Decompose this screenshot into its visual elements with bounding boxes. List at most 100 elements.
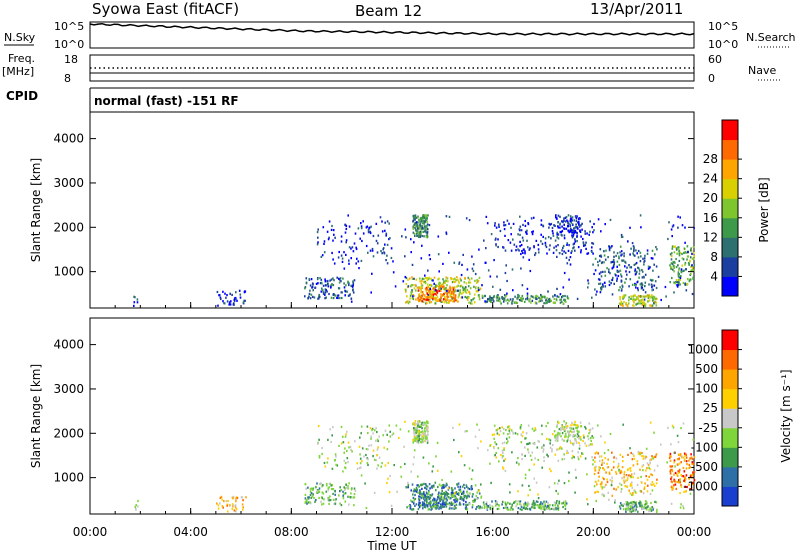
range-cell [561,427,564,430]
range-cell [446,291,449,294]
range-cell [528,468,531,471]
range-cell [562,502,564,505]
range-cell [610,468,613,472]
range-cell [684,485,686,488]
range-cell [420,286,423,289]
range-cell [566,262,569,265]
range-cell [503,428,505,431]
range-cell [616,270,619,273]
range-cell [467,285,470,288]
range-cell [494,224,496,227]
range-cell [506,442,508,445]
range-cell [307,297,309,300]
range-cell [587,438,590,441]
colorbar-segment [722,349,738,370]
range-cell [422,496,425,499]
range-cell [236,299,238,302]
range-cell [629,226,631,229]
range-cell [608,280,611,283]
range-cell [448,497,451,500]
range-cell [418,485,420,488]
range-cell [413,501,415,504]
range-cell [417,289,420,292]
range-cell [634,501,637,505]
range-cell [350,488,353,491]
colorbar-segment [722,256,738,277]
range-cell [436,441,439,444]
range-cell [528,299,531,302]
range-cell [501,503,503,506]
range-cell [328,499,330,502]
range-cell [557,492,559,495]
range-cell [527,424,530,427]
range-cell [424,506,427,509]
range-cell [691,252,693,255]
range-cell [567,249,570,252]
range-cell [459,503,462,506]
range-cell [567,451,570,454]
range-cell [414,437,416,440]
range-cell [332,277,334,280]
range-cell [324,278,326,281]
range-cell [504,469,507,473]
range-cell [671,424,674,427]
range-cell [226,504,228,507]
range-cell [617,486,619,489]
range-cell [608,249,611,252]
range-cell [338,287,341,290]
range-cell [435,291,438,294]
range-cell [341,291,343,294]
range-cell [411,276,413,279]
range-cell [506,279,508,283]
range-cell [564,429,567,432]
range-cell [532,501,534,504]
range-cell [573,227,575,230]
range-cell [620,275,623,278]
range-cell [478,248,480,251]
range-cell [415,278,418,281]
range-cell [478,489,480,492]
range-cell [319,277,321,280]
range-cell [632,452,634,456]
colorbar-segment [722,178,738,199]
range-cell [557,431,559,434]
range-cell [241,503,244,506]
range-cell [423,227,425,230]
range-cell [428,491,430,494]
range-cell [458,451,460,454]
range-cell [481,284,483,287]
range-cell [636,270,638,273]
range-cell [615,254,617,257]
range-cell [597,452,599,455]
range-cell [544,503,546,506]
range-cell [576,240,578,243]
range-cell [591,435,593,438]
range-cell [637,452,640,455]
range-cell [407,486,409,489]
range-cell [601,459,604,462]
range-cell [360,474,363,477]
range-cell [688,459,690,462]
range-cell [444,491,446,494]
range-cell [468,281,470,284]
range-cell [642,288,645,291]
range-cell [549,442,551,445]
range-cell [487,269,490,272]
range-cell [344,462,347,465]
range-cell [564,426,566,429]
range-cell [576,433,579,436]
range-cell [678,254,681,257]
range-cell [421,439,424,442]
range-cell [421,436,424,439]
range-cell [521,458,523,461]
range-cell [540,233,542,236]
range-cell [407,278,409,281]
range-cell [486,222,489,225]
range-cell [440,285,442,288]
range-cell [438,506,441,509]
range-cell [417,221,419,224]
range-cell [447,503,449,506]
range-cell [620,233,623,237]
range-cell [476,506,478,509]
range-cell [454,498,456,501]
